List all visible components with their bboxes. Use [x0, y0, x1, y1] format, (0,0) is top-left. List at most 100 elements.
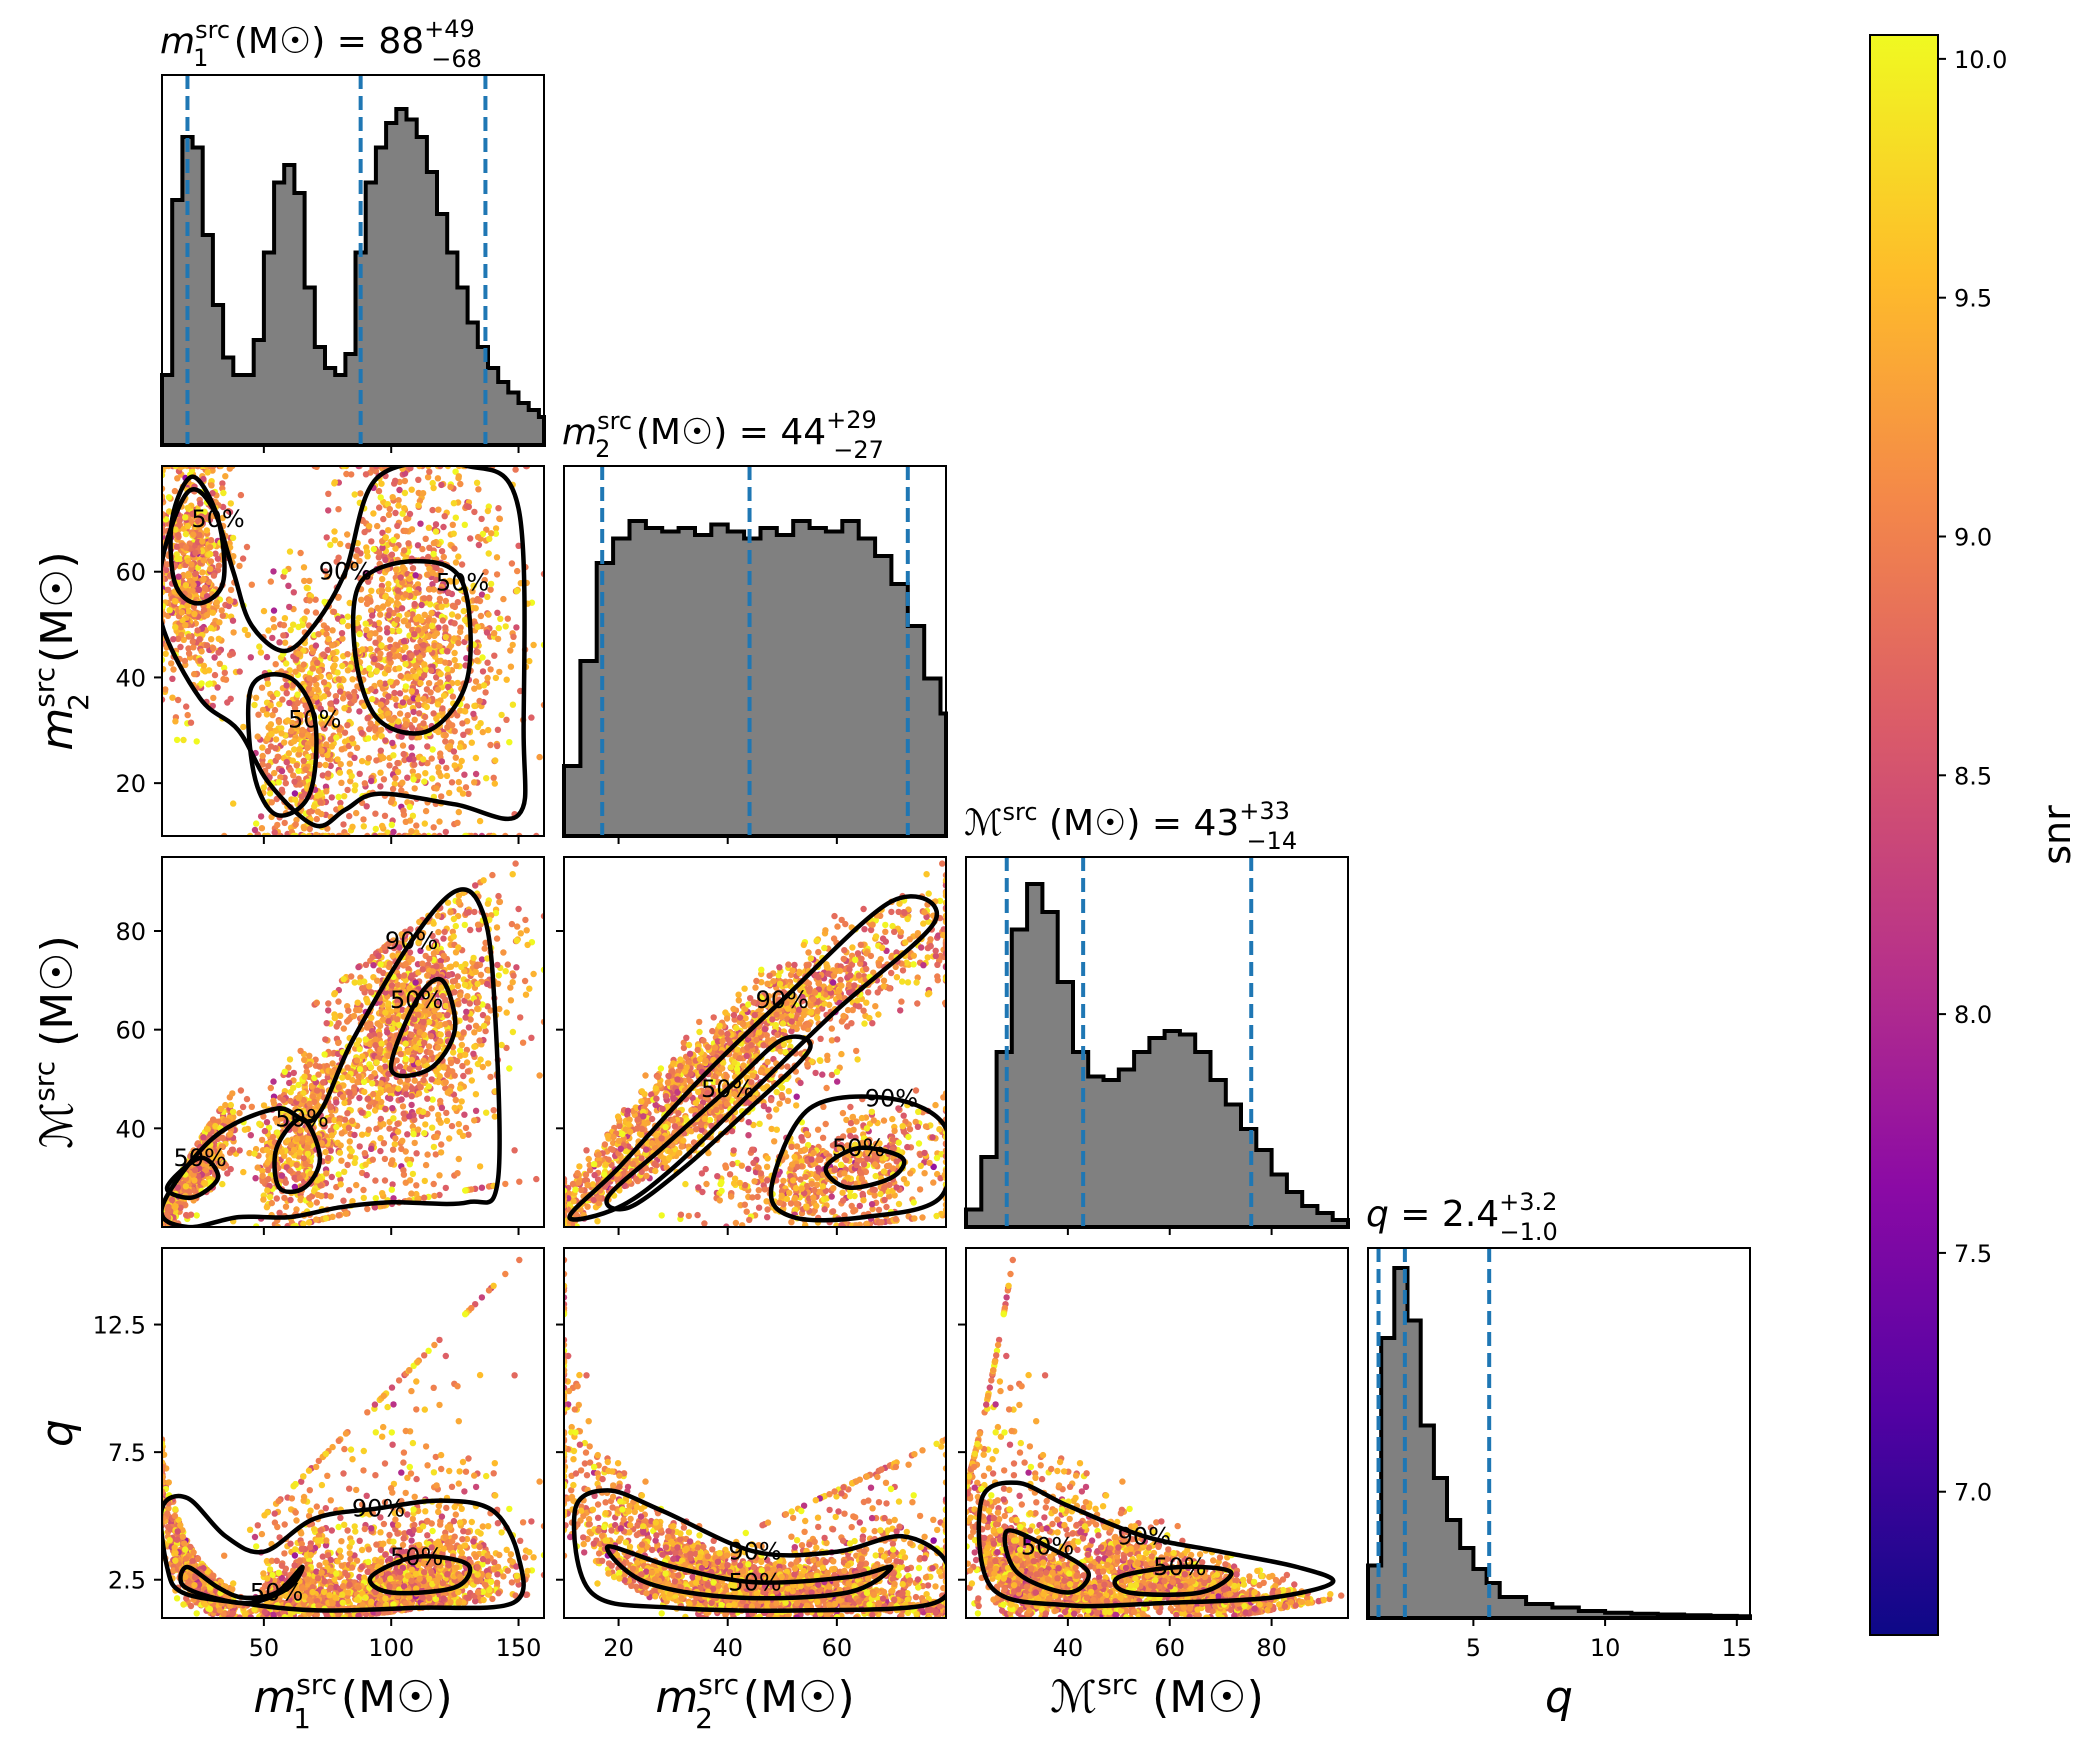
- scatter-point: [323, 631, 330, 638]
- scatter-point: [353, 619, 361, 627]
- scatter-point: [184, 522, 192, 530]
- scatter-point: [428, 1105, 435, 1112]
- scatter-point: [259, 706, 267, 714]
- scatter-point: [344, 622, 352, 630]
- scatter-point: [476, 1037, 483, 1044]
- scatter-point: [342, 1210, 350, 1217]
- scatter-point: [381, 812, 389, 819]
- scatter-point: [483, 775, 490, 782]
- scatter-point: [455, 639, 462, 647]
- scatter-point: [394, 1128, 402, 1135]
- scatter-point: [496, 1005, 503, 1013]
- scatter-point: [241, 1126, 249, 1133]
- scatter-point: [339, 618, 346, 625]
- scatter-point: [412, 673, 419, 680]
- scatter-point: [344, 531, 351, 538]
- scatter-point: [411, 631, 418, 638]
- scatter-point: [185, 570, 192, 578]
- scatter-point: [222, 473, 229, 480]
- scatter-point: [386, 607, 393, 614]
- scatter-point: [314, 659, 321, 666]
- scatter-point: [406, 575, 413, 582]
- scatter-point: [400, 1167, 407, 1174]
- scatter-point: [445, 674, 452, 681]
- scatter-point: [278, 767, 286, 775]
- scatter-point: [393, 599, 401, 607]
- scatter-point: [450, 915, 458, 923]
- scatter-point: [219, 1180, 226, 1188]
- scatter-point: [339, 1074, 346, 1081]
- scatter-point: [335, 506, 342, 513]
- scatter-point: [413, 822, 420, 829]
- scatter-point: [472, 678, 480, 685]
- scatter-point: [203, 527, 211, 534]
- scatter-point: [362, 961, 370, 968]
- scatter-point: [447, 578, 455, 585]
- scatter-point: [421, 1194, 428, 1201]
- scatter-point: [394, 587, 402, 594]
- scatter-point: [423, 703, 430, 711]
- scatter-point: [220, 675, 227, 683]
- scatter-point: [323, 1020, 330, 1027]
- scatter-point: [379, 1190, 386, 1197]
- scatter-point: [386, 505, 393, 513]
- scatter-point: [274, 821, 281, 829]
- scatter-point: [333, 734, 340, 741]
- scatter-point: [483, 1109, 490, 1116]
- scatter-point: [458, 1098, 465, 1105]
- scatter-point: [433, 785, 440, 792]
- scatter-point: [430, 824, 437, 831]
- scatter-point: [202, 1167, 210, 1174]
- scatter-point: [366, 523, 373, 530]
- scatter-point: [524, 941, 531, 949]
- scatter-point: [409, 565, 417, 572]
- scatter-point: [323, 741, 330, 748]
- scatter-point: [406, 510, 414, 518]
- scatter-point: [380, 1140, 388, 1147]
- scatter-point: [296, 1127, 304, 1134]
- scatter-point: [204, 469, 211, 476]
- scatter-point: [216, 660, 223, 667]
- scatter-point: [173, 736, 181, 744]
- scatter-point: [334, 669, 341, 676]
- scatter-point: [429, 775, 436, 782]
- scatter-point: [251, 1150, 258, 1157]
- scatter-point: [358, 757, 366, 765]
- scatter-point: [313, 815, 320, 823]
- scatter-point: [503, 1009, 510, 1016]
- scatter-point: [268, 1199, 275, 1207]
- scatter-point: [391, 780, 398, 788]
- scatter-point: [442, 1079, 449, 1086]
- scatter-point: [180, 736, 187, 744]
- scatter-point: [349, 823, 356, 830]
- scatter-point: [341, 793, 348, 800]
- scatter-point: [280, 573, 287, 580]
- scatter-point: [195, 586, 203, 593]
- scatter-point: [363, 803, 370, 810]
- scatter-point: [436, 1012, 443, 1019]
- scatter-point: [390, 646, 397, 653]
- scatter-point: [498, 1041, 505, 1049]
- scatter-point: [514, 923, 521, 930]
- scatter-point: [446, 1087, 454, 1095]
- scatter-point: [387, 636, 394, 643]
- scatter-point: [447, 909, 454, 916]
- scatter-point: [185, 633, 192, 640]
- scatter-point: [479, 530, 487, 538]
- scatter-point: [376, 635, 383, 642]
- scatter-point: [365, 755, 372, 762]
- scatter-point: [495, 624, 502, 632]
- scatter-point: [190, 644, 197, 651]
- scatter-point: [401, 756, 408, 764]
- scatter-point: [479, 668, 487, 675]
- scatter-point: [378, 480, 385, 487]
- scatter-point: [230, 800, 237, 807]
- scatter-point: [164, 586, 172, 593]
- scatter-point: [296, 716, 304, 723]
- scatter-point: [338, 779, 345, 786]
- scatter-point: [467, 926, 474, 934]
- scatter-point: [440, 553, 447, 561]
- scatter-point: [284, 1137, 291, 1144]
- scatter-point: [366, 1040, 373, 1048]
- scatter-point: [356, 1094, 363, 1102]
